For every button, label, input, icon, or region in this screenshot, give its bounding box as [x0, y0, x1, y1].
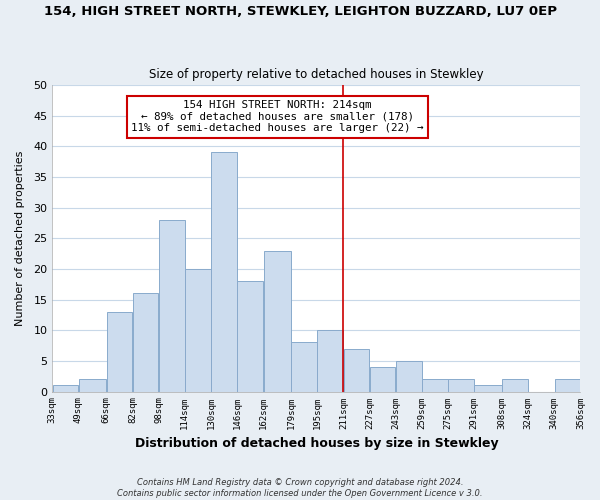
Bar	[159, 220, 185, 392]
X-axis label: Distribution of detached houses by size in Stewkley: Distribution of detached houses by size …	[134, 437, 498, 450]
Bar	[475, 386, 502, 392]
Bar	[292, 342, 317, 392]
Bar	[317, 330, 343, 392]
Text: Contains HM Land Registry data © Crown copyright and database right 2024.
Contai: Contains HM Land Registry data © Crown c…	[117, 478, 483, 498]
Bar	[370, 367, 395, 392]
Bar	[238, 281, 263, 392]
Title: Size of property relative to detached houses in Stewkley: Size of property relative to detached ho…	[149, 68, 484, 81]
Bar	[263, 250, 291, 392]
Bar	[422, 380, 448, 392]
Bar	[344, 348, 369, 392]
Text: 154, HIGH STREET NORTH, STEWKLEY, LEIGHTON BUZZARD, LU7 0EP: 154, HIGH STREET NORTH, STEWKLEY, LEIGHT…	[44, 5, 557, 18]
Bar	[502, 380, 528, 392]
Bar	[79, 380, 106, 392]
Bar	[396, 361, 422, 392]
Bar	[554, 380, 580, 392]
Text: 154 HIGH STREET NORTH: 214sqm
← 89% of detached houses are smaller (178)
11% of : 154 HIGH STREET NORTH: 214sqm ← 89% of d…	[131, 100, 424, 134]
Bar	[185, 269, 211, 392]
Y-axis label: Number of detached properties: Number of detached properties	[15, 150, 25, 326]
Bar	[448, 380, 474, 392]
Bar	[53, 386, 78, 392]
Bar	[211, 152, 237, 392]
Bar	[107, 312, 132, 392]
Bar	[133, 294, 158, 392]
